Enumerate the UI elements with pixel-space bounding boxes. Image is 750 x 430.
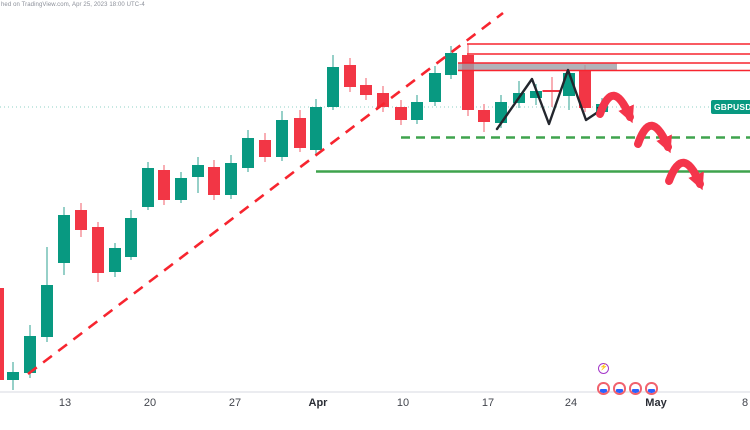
time-axis-label-17: 17 — [481, 397, 495, 409]
candle-body — [24, 336, 36, 373]
time-axis-label-10: 10 — [396, 397, 410, 409]
candle-body — [158, 170, 170, 200]
candle-body — [192, 165, 204, 177]
candle-body — [225, 163, 237, 195]
candle-body — [208, 167, 220, 195]
economic-event-flag-icon[interactable] — [629, 382, 642, 395]
candle-body — [142, 168, 154, 207]
time-axis-label-27: 27 — [228, 397, 242, 409]
resistance-zone-gray — [458, 63, 617, 71]
economic-event-flag-icon[interactable] — [645, 382, 658, 395]
candle-body — [478, 110, 490, 122]
economic-event-flag-icon[interactable] — [613, 382, 626, 395]
candle-body — [294, 118, 306, 148]
candle-body — [429, 73, 441, 102]
time-axis-label-20: 20 — [143, 397, 157, 409]
candle-body — [125, 218, 137, 257]
ascending-trendline-dashed — [27, 11, 504, 376]
candle-body — [377, 93, 389, 107]
time-axis-label-8: 8 — [741, 397, 749, 409]
candle-body — [7, 372, 19, 380]
candle-body — [242, 138, 254, 168]
time-axis-label-24: 24 — [564, 397, 578, 409]
earnings-event-icon[interactable]: ⚡ — [598, 363, 609, 374]
candle-body — [109, 248, 121, 272]
down-arrow-2 — [634, 121, 672, 154]
down-arrow-1 — [596, 91, 634, 124]
candle-body — [360, 85, 372, 95]
candle-body — [327, 67, 339, 107]
candle-body — [0, 288, 4, 380]
time-axis-label-apr: Apr — [308, 397, 328, 409]
candle-body — [530, 91, 542, 98]
candle-body — [579, 71, 591, 108]
candle-body — [259, 140, 271, 157]
candle-body — [344, 65, 356, 87]
candle-body — [411, 102, 423, 120]
candlestick-series — [0, 44, 608, 390]
candle-body — [445, 53, 457, 75]
mw-pattern-zigzag-arrow — [495, 68, 608, 131]
candle-body — [495, 102, 507, 123]
economic-event-flag-icon[interactable] — [597, 382, 610, 395]
candle-body — [75, 210, 87, 230]
down-arrow-3 — [665, 158, 704, 191]
symbol-price-label: GBPUSD — [711, 100, 750, 114]
candle-body — [92, 227, 104, 273]
publication-attribution: hed on TradingView.com, Apr 25, 2023 18:… — [1, 2, 145, 8]
candle-body — [310, 107, 322, 150]
candle-body — [58, 215, 70, 263]
doji-open-close-line — [542, 90, 562, 92]
candle-body — [41, 285, 53, 337]
time-axis-label-13: 13 — [58, 397, 72, 409]
candle-body — [175, 178, 187, 200]
candle-body — [276, 120, 288, 157]
time-axis-label-may: May — [645, 397, 667, 409]
candle-body — [395, 107, 407, 120]
